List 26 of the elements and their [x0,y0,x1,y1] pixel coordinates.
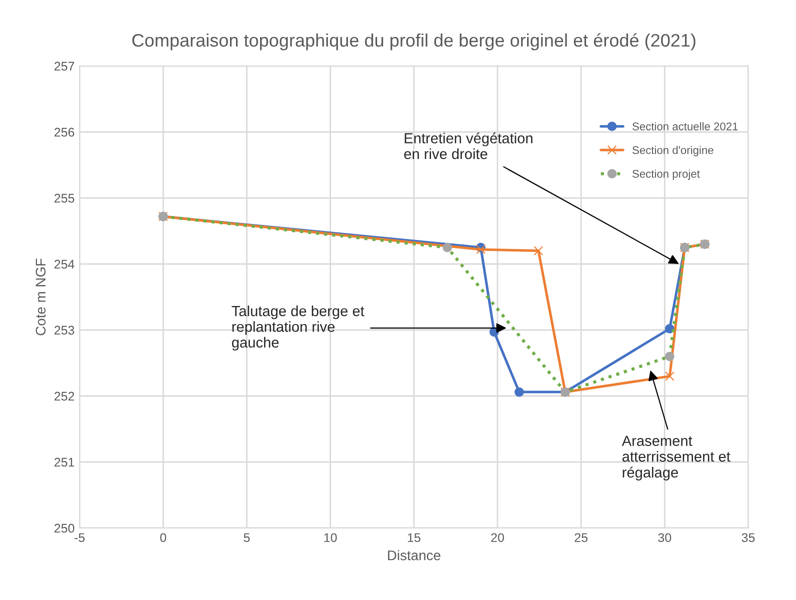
y-tick-label: 257 [54,62,74,71]
x-tick-label: 25 [574,533,588,542]
legend-label: Section projet [632,170,700,180]
y-tick-label: 255 [54,194,74,203]
y-tick-label: 256 [54,128,74,137]
annotation: Entretien végétation en rive droite [404,132,532,160]
chart-title: Comparaison topographique du profil de berge originel et érodé (2021) [132,33,696,50]
y-tick-label: 253 [54,326,74,335]
annotation: Arasement atterrissement et régalage [622,436,730,481]
x-tick-label: 10 [324,533,337,542]
x-tick-label: 30 [658,533,672,542]
x-tick-label: -5 [74,533,85,542]
y-tick-label: 254 [54,260,74,269]
x-axis-title: Distance [388,550,440,560]
annotation: Talutage de berge et replantation rive gauche [232,306,364,351]
y-tick-label: 251 [54,458,74,467]
x-tick-label: 35 [742,533,755,542]
legend-label: Section actuelle 2021 [632,122,738,130]
x-tick-label: 20 [491,533,504,542]
x-tick-label: 15 [408,533,420,542]
y-tick-label: 250 [54,524,74,533]
x-tick-label: 0 [160,533,166,542]
x-tick-label: 5 [244,533,250,542]
legend-label: Section d'origine [632,146,714,156]
y-axis-title: Cote m NGF [36,258,46,336]
y-tick-label: 252 [54,392,74,401]
